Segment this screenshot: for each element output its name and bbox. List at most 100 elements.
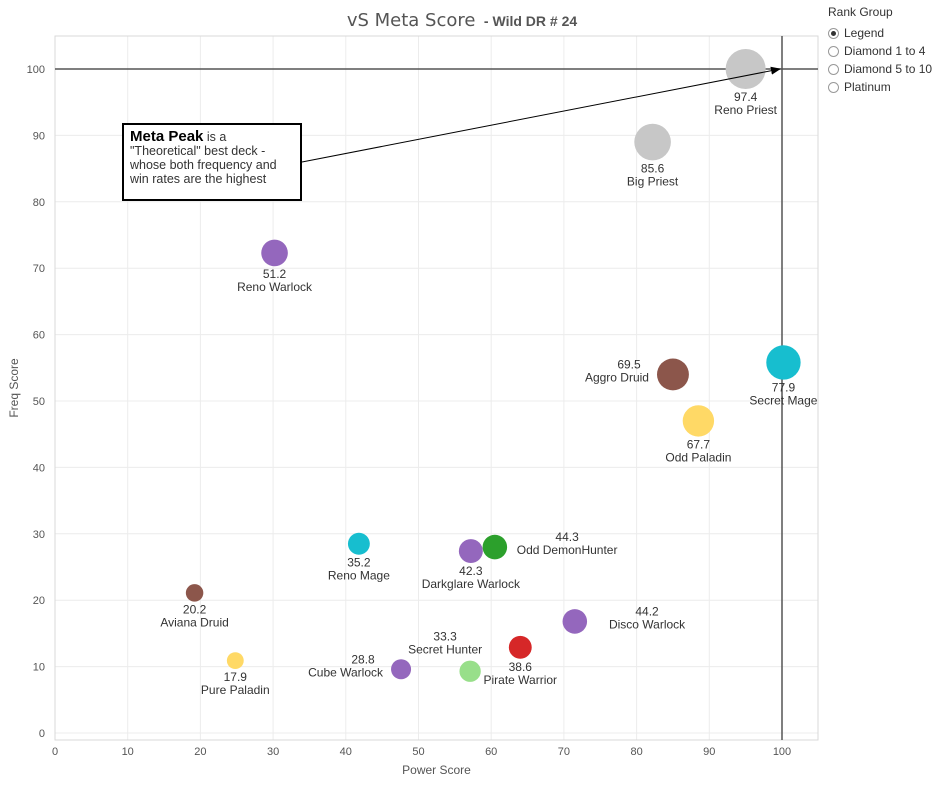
data-point-bubble <box>482 534 508 560</box>
axis-ticks: 0 10 20 30 40 50 60 70 80 90 100 0 10 20 30 40 50 60 70 80 9… <box>27 64 792 758</box>
data-point-score: 67.7 <box>687 438 711 452</box>
radio-icon[interactable] <box>828 81 839 93</box>
y-tick-label: 30 <box>33 529 45 541</box>
y-tick-label: 100 <box>27 64 45 76</box>
x-tick-label: 90 <box>703 746 715 758</box>
rank-option-label: Legend <box>844 26 885 40</box>
data-point-score: 77.9 <box>772 381 796 395</box>
radio-icon[interactable] <box>828 45 839 57</box>
data-point-bubble <box>562 609 588 634</box>
chart-title-main: vS Meta Score <box>347 10 476 31</box>
rank-option-label: Diamond 1 to 4 <box>844 44 926 58</box>
data-point-bubble <box>508 635 532 659</box>
data-point-score: 44.3 <box>555 530 579 544</box>
data-point-bubble <box>391 659 412 680</box>
data-point-score: 69.5 <box>617 357 641 371</box>
callout-line-2: "Theoretical" best deck - <box>130 144 266 158</box>
radio-icon[interactable] <box>828 63 839 75</box>
data-point-name: Reno Warlock <box>237 280 313 294</box>
x-tick-label: 20 <box>194 746 206 758</box>
data-point-score: 17.9 <box>224 670 248 684</box>
data-point-name: Aviana Druid <box>160 616 228 630</box>
data-point-score: 44.2 <box>635 604 659 618</box>
data-point-name: Odd Paladin <box>665 451 731 465</box>
data-point-bubble <box>459 660 481 682</box>
data-point-name: Pirate Warrior <box>483 673 557 687</box>
arrow-line <box>301 66 781 163</box>
chart-subtitle: - Wild DR # 24 <box>484 13 577 29</box>
data-point-score: 85.6 <box>641 161 665 175</box>
data-point-score: 20.2 <box>183 603 207 617</box>
y-tick-label: 10 <box>33 662 45 674</box>
data-point-bubble <box>682 405 715 437</box>
data-point-score: 51.2 <box>263 267 287 281</box>
rank-option-platinum[interactable]: Platinum <box>828 78 932 96</box>
meta-peak-arrow <box>301 66 781 163</box>
x-tick-label: 30 <box>267 746 279 758</box>
data-point-score: 35.2 <box>347 556 371 570</box>
data-point-score: 28.8 <box>351 652 375 666</box>
y-tick-label: 20 <box>33 595 45 607</box>
y-tick-label: 40 <box>33 462 45 474</box>
data-point-bubble <box>725 48 766 90</box>
rank-group-title: Rank Group <box>828 5 893 19</box>
data-point-name: Secret Mage <box>749 394 817 408</box>
data-point-name: Darkglare Warlock <box>422 577 521 591</box>
rank-group-filter: Rank Group Legend Diamond 1 to 4 Diamond… <box>828 5 932 96</box>
data-point-name: Big Priest <box>627 174 679 188</box>
y-axis-label: Freq Score <box>7 358 21 418</box>
y-tick-label: 0 <box>39 728 45 740</box>
data-point-name: Cube Warlock <box>308 665 384 679</box>
x-tick-label: 70 <box>558 746 570 758</box>
callout-bold: Meta Peak <box>130 128 204 145</box>
data-point-score: 97.4 <box>734 90 758 104</box>
rank-option-diamond-5-10[interactable]: Diamond 5 to 10 <box>828 60 932 78</box>
data-point-name: Pure Paladin <box>201 683 270 697</box>
meta-peak-callout: Meta Peak is a "Theoretical" best deck -… <box>122 123 302 201</box>
y-tick-label: 70 <box>33 263 45 275</box>
x-tick-label: 40 <box>340 746 352 758</box>
x-tick-label: 100 <box>773 746 791 758</box>
radio-icon[interactable] <box>828 27 839 39</box>
x-tick-label: 10 <box>122 746 134 758</box>
rank-option-label: Platinum <box>844 80 891 94</box>
x-tick-label: 80 <box>630 746 642 758</box>
reference-lines <box>55 36 818 740</box>
x-tick-label: 50 <box>412 746 424 758</box>
data-point-name: Reno Priest <box>714 103 777 117</box>
data-point-bubble <box>261 239 288 267</box>
data-point-bubble <box>634 123 671 161</box>
y-tick-label: 60 <box>33 330 45 342</box>
data-point-bubble <box>347 532 370 555</box>
rank-option-legend[interactable]: Legend <box>828 24 932 42</box>
data-point-name: Aggro Druid <box>585 370 649 384</box>
chart-title: vS Meta Score - Wild DR # 24 <box>347 10 578 31</box>
data-point-name: Reno Mage <box>328 569 390 583</box>
x-axis-label: Power Score <box>402 763 471 777</box>
x-tick-label: 60 <box>485 746 497 758</box>
callout-line-3: whose both frequency and <box>130 158 277 172</box>
callout-line-4: win rates are the highest <box>130 172 267 186</box>
data-point-bubble <box>185 584 204 602</box>
rank-option-diamond-1-4[interactable]: Diamond 1 to 4 <box>828 42 932 60</box>
plot-frame <box>54 35 819 741</box>
data-point-score: 42.3 <box>459 564 483 578</box>
x-tick-label: 0 <box>52 746 58 758</box>
data-point-name: Secret Hunter <box>408 643 482 657</box>
data-point-name: Disco Warlock <box>609 617 686 631</box>
data-point-bubble <box>226 652 244 670</box>
data-point-score: 33.3 <box>433 630 457 644</box>
y-tick-label: 50 <box>33 396 45 408</box>
data-point-bubble <box>766 345 801 380</box>
data-point-bubble <box>458 539 483 564</box>
data-point-score: 38.6 <box>509 660 533 674</box>
y-tick-label: 80 <box>33 197 45 209</box>
rank-option-label: Diamond 5 to 10 <box>844 62 933 76</box>
y-tick-label: 90 <box>33 130 45 142</box>
callout-line-1: is a <box>203 130 227 144</box>
svg-text:vS Meta Score - Wild DR: vS Meta Score - Wild DR # 24 <box>347 10 578 31</box>
data-point-bubble <box>656 358 689 391</box>
